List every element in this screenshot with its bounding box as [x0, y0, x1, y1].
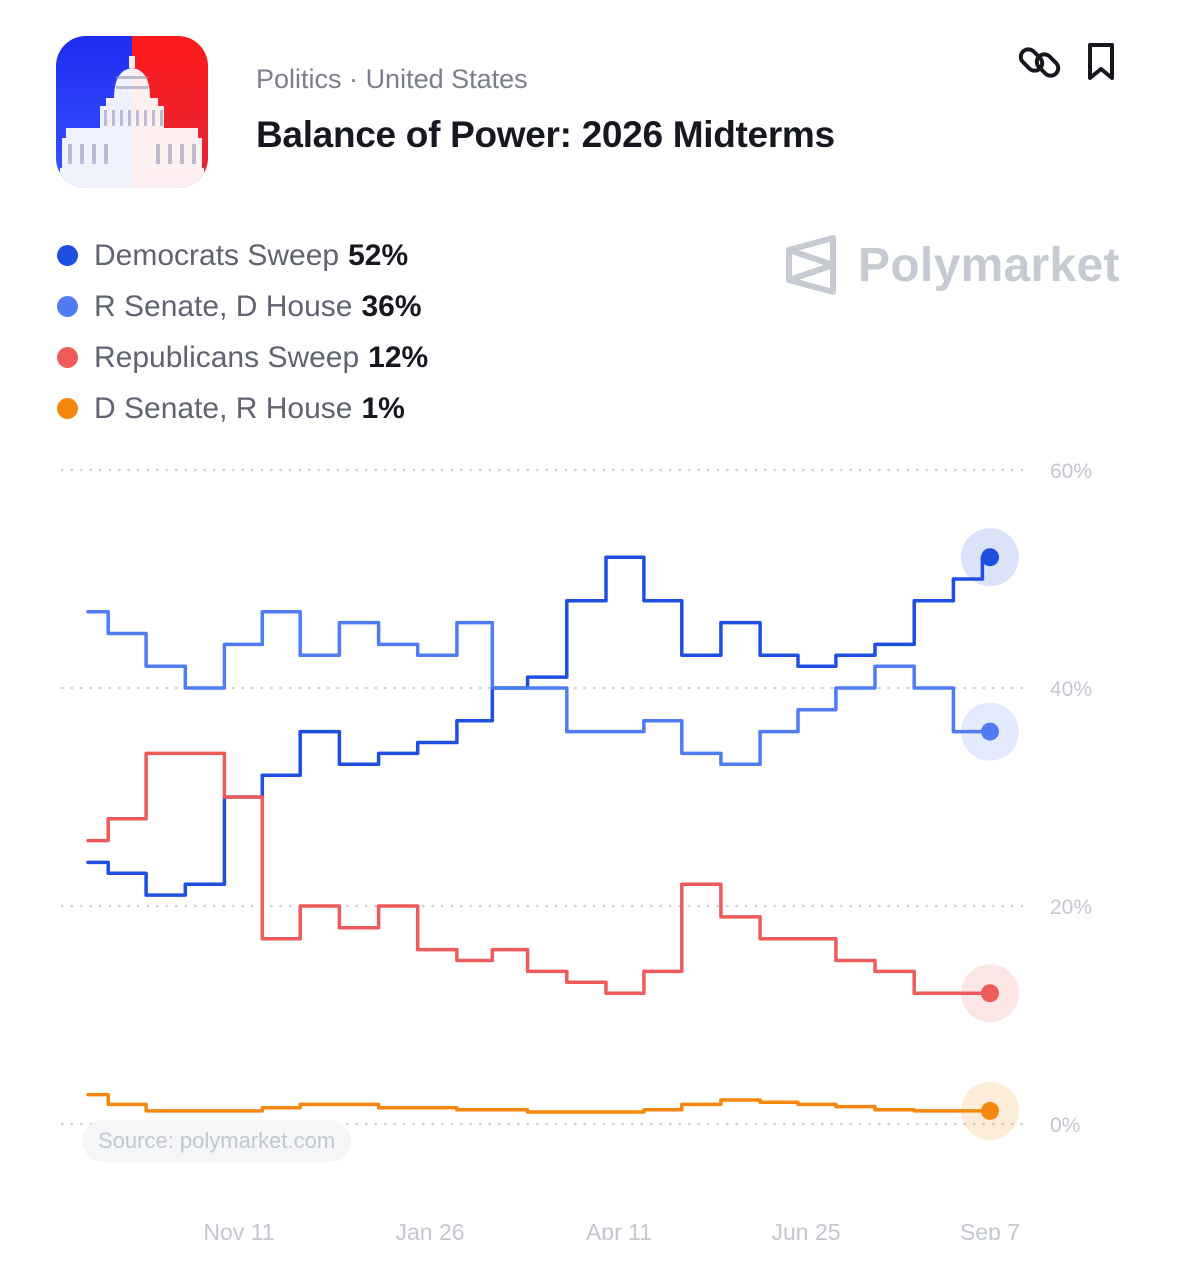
- x-tick-label: Nov 11: [203, 1219, 274, 1240]
- chart-endpoints: [961, 528, 1019, 1140]
- endpoint-dot: [981, 1101, 999, 1120]
- legend-value: 1%: [361, 391, 405, 425]
- legend-value: 52%: [348, 238, 409, 272]
- legend-name: R Senate, D House: [94, 289, 353, 323]
- link-icon[interactable]: [1018, 40, 1062, 84]
- legend-dot: [57, 347, 78, 368]
- brand-name: Polymarket: [858, 238, 1120, 292]
- legend-item-r-senate-d-house[interactable]: R Senate, D House 36%: [56, 281, 428, 332]
- breadcrumb: Politics · United States: [256, 64, 528, 95]
- series-line: [86, 609, 992, 767]
- chart-series: [86, 555, 992, 1114]
- line-chart: 0% 20% 40% 60% Nov 11 Jan 26 Apr 11 Jun 25 Sep …: [60, 460, 1092, 1240]
- y-tick-label: 60%: [1050, 460, 1092, 483]
- polymarket-logo-icon: [786, 235, 836, 295]
- legend-dot: [57, 296, 78, 317]
- y-tick-label: 0%: [1050, 1114, 1080, 1137]
- legend-dot: [57, 398, 78, 419]
- legend-name: Democrats Sweep: [94, 238, 340, 272]
- y-axis-labels: 0% 20% 40% 60%: [1050, 460, 1092, 1137]
- y-tick-label: 40%: [1050, 678, 1092, 701]
- polymarket-brand: Polymarket: [784, 234, 1120, 296]
- series-line: [86, 1092, 992, 1114]
- legend-item-republicans-sweep[interactable]: Republicans Sweep 12%: [56, 332, 428, 383]
- chart-legend: Democrats Sweep 52% R Senate, D House 36…: [56, 230, 428, 434]
- series-line: [86, 555, 992, 897]
- legend-item-d-senate-r-house[interactable]: D Senate, R House 1%: [56, 383, 428, 434]
- legend-name: Republicans Sweep: [94, 340, 360, 374]
- source-label: Source: polymarket.com: [82, 1120, 352, 1162]
- endpoint-dot: [981, 984, 999, 1003]
- endpoint-dot: [981, 722, 999, 741]
- x-tick-label: Jan 26: [395, 1219, 464, 1240]
- series-line: [86, 751, 992, 995]
- x-tick-label: Sep 7: [960, 1219, 1020, 1240]
- legend-dot: [57, 245, 78, 266]
- bookmark-icon[interactable]: [1080, 40, 1124, 84]
- x-tick-label: Jun 25: [771, 1219, 840, 1240]
- category-link[interactable]: Politics: [256, 64, 342, 94]
- legend-item-democrats-sweep[interactable]: Democrats Sweep 52%: [56, 230, 428, 281]
- legend-name: D Senate, R House: [94, 391, 353, 425]
- x-axis-labels: Nov 11 Jan 26 Apr 11 Jun 25 Sep 7: [203, 1219, 1020, 1240]
- legend-value: 36%: [361, 289, 422, 323]
- breadcrumb-separator: ·: [349, 64, 359, 94]
- x-tick-label: Apr 11: [586, 1219, 652, 1240]
- region-link[interactable]: United States: [365, 64, 528, 94]
- page-title: Balance of Power: 2026 Midterms: [256, 114, 835, 155]
- y-tick-label: 20%: [1050, 896, 1092, 919]
- legend-value: 12%: [368, 340, 429, 374]
- capitol-building-logo: [56, 36, 208, 188]
- endpoint-dot: [981, 548, 999, 567]
- chart-grid: [60, 468, 1026, 1126]
